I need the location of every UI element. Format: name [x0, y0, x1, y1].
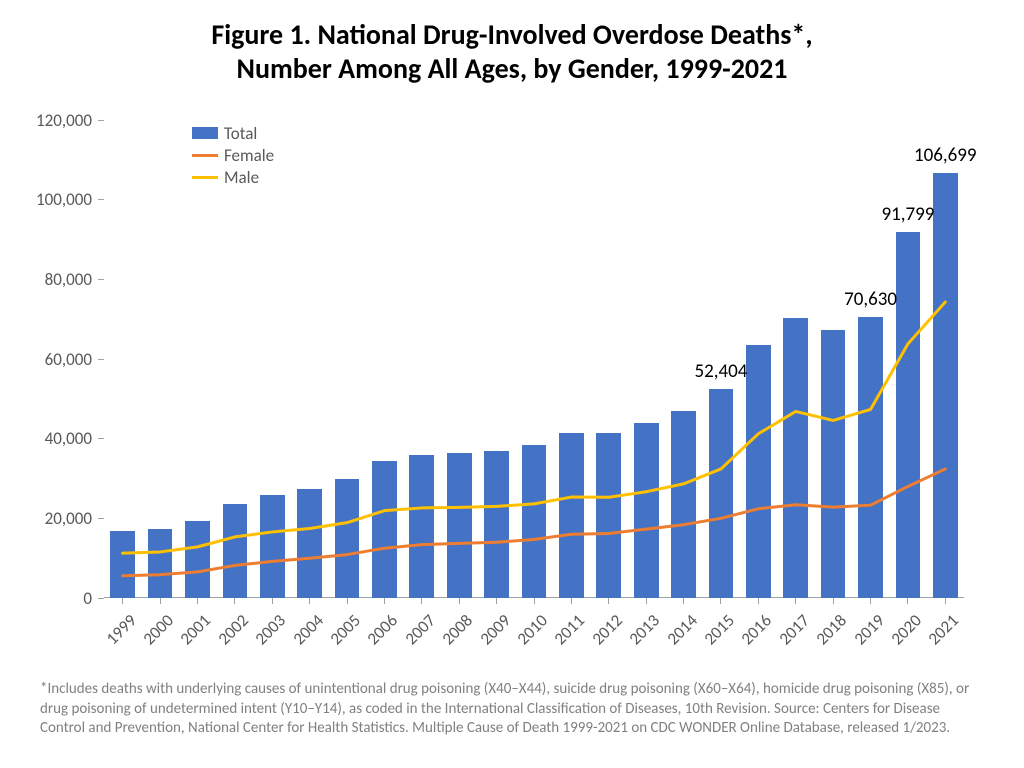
data-label: 70,630	[844, 288, 897, 311]
y-axis-label: 20,000	[26, 508, 92, 529]
data-label: 106,699	[914, 144, 977, 167]
x-axis-label: 2010	[513, 610, 552, 649]
x-axis-label: 2009	[475, 610, 514, 649]
legend-label: Total	[224, 123, 257, 144]
y-axis-label: 120,000	[26, 110, 92, 131]
x-axis-label: 2020	[887, 610, 926, 649]
x-tick	[758, 598, 759, 604]
x-tick	[795, 598, 796, 604]
x-axis-label: 2012	[587, 610, 626, 649]
legend-label: Female	[224, 145, 274, 166]
x-axis-label: 2003	[251, 610, 290, 649]
x-tick	[833, 598, 834, 604]
x-axis-label: 2006	[363, 610, 402, 649]
x-tick	[309, 598, 310, 604]
x-tick	[272, 598, 273, 604]
x-tick	[870, 598, 871, 604]
x-axis-label: 2007	[400, 610, 439, 649]
x-tick	[122, 598, 123, 604]
x-axis-label: 2011	[550, 610, 589, 649]
x-tick	[683, 598, 684, 604]
x-axis-label: 2001	[176, 610, 215, 649]
x-axis-label: 2004	[288, 610, 327, 649]
y-axis-label: 40,000	[26, 428, 92, 449]
y-axis-label: 100,000	[26, 189, 92, 210]
plot-area: 020,00040,00060,00080,000100,000120,0001…	[104, 120, 964, 598]
y-axis-label: 80,000	[26, 269, 92, 290]
x-tick	[534, 598, 535, 604]
legend: TotalFemaleMale	[192, 122, 274, 188]
legend-item: Total	[192, 122, 274, 144]
x-tick	[384, 598, 385, 604]
x-tick	[234, 598, 235, 604]
legend-label: Male	[224, 167, 259, 188]
footnote-text: *Includes deaths with underlying causes …	[40, 680, 984, 739]
line-female	[123, 469, 946, 576]
x-tick	[646, 598, 647, 604]
x-axis-label: 2017	[774, 610, 813, 649]
x-axis-label: 2019	[849, 610, 888, 649]
x-axis-label: 2018	[812, 610, 851, 649]
data-label: 52,404	[695, 360, 748, 383]
x-axis-label: 2016	[737, 610, 776, 649]
x-axis-label: 2014	[662, 610, 701, 649]
x-tick	[945, 598, 946, 604]
legend-swatch-line	[192, 176, 218, 179]
x-tick	[197, 598, 198, 604]
x-axis-label: 2005	[326, 610, 365, 649]
x-tick	[459, 598, 460, 604]
legend-swatch-bar	[192, 127, 218, 139]
line-male	[123, 302, 946, 553]
x-axis-label: 2002	[213, 610, 252, 649]
x-tick	[720, 598, 721, 604]
x-axis-label: 2000	[139, 610, 178, 649]
x-axis-label: 2021	[924, 610, 963, 649]
x-axis-label: 2015	[700, 610, 739, 649]
x-tick	[907, 598, 908, 604]
x-tick	[347, 598, 348, 604]
x-tick	[571, 598, 572, 604]
x-tick	[608, 598, 609, 604]
title-line-1: Figure 1. National Drug-Involved Overdos…	[0, 18, 1024, 52]
x-tick	[421, 598, 422, 604]
legend-item: Female	[192, 144, 274, 166]
legend-swatch-line	[192, 154, 218, 157]
legend-item: Male	[192, 166, 274, 188]
data-label: 91,799	[881, 203, 934, 226]
x-axis-label: 1999	[101, 610, 140, 649]
chart-title: Figure 1. National Drug-Involved Overdos…	[0, 18, 1024, 85]
line-layer	[104, 120, 964, 598]
title-line-2: Number Among All Ages, by Gender, 1999-2…	[0, 52, 1024, 86]
x-tick	[160, 598, 161, 604]
x-tick	[496, 598, 497, 604]
x-axis-label: 2008	[438, 610, 477, 649]
y-axis-label: 0	[26, 588, 92, 609]
y-axis-label: 60,000	[26, 349, 92, 370]
chart-container: Figure 1. National Drug-Involved Overdos…	[0, 0, 1024, 768]
x-axis-label: 2013	[625, 610, 664, 649]
